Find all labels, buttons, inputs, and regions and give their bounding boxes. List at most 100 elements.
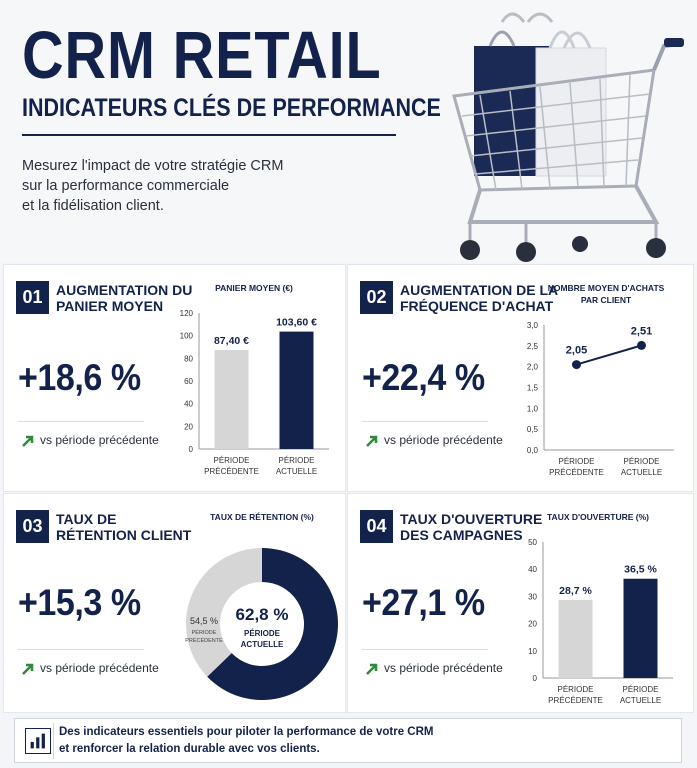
panel-number: 02 (360, 281, 393, 314)
donut-slice-sublabel: PRÉCÉDENTE (185, 637, 223, 644)
kpi-panel-retention: 03 TAUX DE RÉTENTION CLIENT +15,3 % vs p… (3, 493, 346, 713)
comparison-note: vs période précédente (21, 433, 159, 448)
up-arrow-icon (366, 435, 378, 447)
y-tick-label: 50 (528, 538, 537, 547)
y-tick-label: 80 (184, 354, 193, 363)
x-tick-label: ACTUELLE (620, 696, 661, 705)
y-tick-label: 20 (528, 620, 537, 629)
data-label: 28,7 % (559, 585, 592, 597)
kpi-value: +18,6 % (18, 357, 141, 398)
chart-title: PAR CLIENT (581, 295, 632, 305)
bar-chart-icon (25, 728, 51, 754)
chart-title: NOMBRE MOYEN D'ACHATS (548, 283, 665, 293)
data-label: 2,51 (631, 325, 652, 337)
bar (558, 599, 593, 678)
up-arrow-icon (22, 663, 34, 675)
divider (18, 421, 144, 422)
divider (362, 649, 488, 650)
donut-slice-sublabel: PÉRIODE (192, 629, 217, 636)
panel-title: AUGMENTATION DU PANIER MOYEN (56, 282, 193, 314)
y-tick-label: 0,0 (527, 446, 539, 455)
intro-line: et la fidélisation client. (22, 198, 164, 214)
x-tick-label: PÉRIODE (557, 685, 593, 694)
donut-center-label: ACTUELLE (241, 640, 284, 649)
kpi-value: +22,4 % (362, 357, 485, 398)
kpi-panel-basket: 01 AUGMENTATION DU PANIER MOYEN +18,6 % … (3, 264, 346, 492)
panel-title-line: RÉTENTION CLIENT (56, 527, 192, 543)
y-tick-label: 10 (528, 647, 537, 656)
frequency-line-chart: NOMBRE MOYEN D'ACHATS PAR CLIENT 0,0 0,5 1,0… (527, 283, 674, 477)
retention-donut-chart: TAUX DE RÉTENTION (%) 62,8 % PÉRIODE ACTUEL… (185, 512, 338, 700)
comparison-label: vs période précédente (40, 661, 159, 675)
y-tick-label: 2,5 (527, 342, 539, 351)
up-arrow-icon (366, 663, 378, 675)
y-tick-label: 3,0 (527, 321, 539, 330)
comparison-label: vs période précédente (384, 661, 503, 675)
kpi-value: +27,1 % (362, 582, 485, 623)
chart-title: TAUX DE RÉTENTION (%) (210, 512, 314, 522)
y-tick-label: 0 (189, 445, 194, 454)
panel-title: TAUX D'OUVERTURE DES CAMPAGNES (400, 511, 543, 543)
panel-title-line: TAUX D'OUVERTURE (400, 511, 543, 527)
bar (279, 331, 314, 449)
data-label: 36,5 % (624, 564, 657, 576)
bar (214, 349, 249, 449)
header: CRM RETAIL INDICATEURS CLÉS DE PERFORMAN… (0, 0, 697, 262)
chart-title: PANIER MOYEN (€) (215, 283, 293, 293)
panel-number: 04 (360, 510, 393, 543)
panel-title: TAUX DE RÉTENTION CLIENT (56, 511, 192, 543)
chart-title: TAUX D'OUVERTURE (%) (547, 512, 649, 522)
y-tick-label: 2,0 (527, 363, 539, 372)
footer-text: Des indicateurs essentiels pour piloter … (59, 724, 434, 758)
x-tick-label: PÉRIODE (213, 456, 249, 465)
data-point (572, 360, 581, 370)
footer-banner: Des indicateurs essentiels pour piloter … (14, 718, 682, 763)
basket-bar-chart: PANIER MOYEN (€) 0 20 40 60 80 100 120 87,40 € PÉ… (180, 283, 329, 476)
donut-slice-label: 54,5 % (190, 616, 218, 626)
panel-title-line: FRÉQUENCE D'ACHAT (400, 298, 554, 314)
panel-title-line: PANIER MOYEN (56, 298, 164, 314)
donut-slice-previous (186, 548, 262, 677)
y-tick-label: 100 (180, 332, 194, 341)
y-tick-label: 60 (184, 377, 193, 386)
donut-center-label: PÉRIODE (244, 629, 281, 638)
x-tick-label: PRÉCÉDENTE (549, 468, 604, 477)
shopping-cart-icon (452, 12, 684, 262)
kpi-panel-frequency: 02 AUGMENTATION DE LA FRÉQUENCE D'ACHAT … (347, 264, 694, 492)
x-tick-label: PÉRIODE (623, 457, 659, 466)
x-tick-label: PÉRIODE (558, 457, 594, 466)
panel-title-line: TAUX DE (56, 511, 117, 527)
comparison-note: vs période précédente (365, 661, 503, 676)
intro-line: Mesurez l'impact de votre stratégie CRM (22, 158, 284, 174)
donut-slice-current (207, 548, 338, 700)
y-tick-label: 20 (184, 422, 193, 431)
panel-title-line: DES CAMPAGNES (400, 527, 523, 543)
data-label: 87,40 € (214, 335, 249, 347)
y-tick-label: 1,0 (527, 404, 539, 413)
page-title: CRM RETAIL (22, 18, 382, 93)
series-line (576, 344, 642, 366)
panel-title: AUGMENTATION DE LA FRÉQUENCE D'ACHAT (400, 282, 558, 314)
y-tick-label: 40 (184, 400, 193, 409)
x-tick-label: PRÉCÉDENTE (204, 467, 259, 476)
intro-text: Mesurez l'impact de votre stratégie CRM … (22, 156, 312, 216)
kpi-value: +15,3 % (18, 582, 141, 623)
data-point (637, 340, 646, 350)
data-label: 2,05 (566, 345, 587, 357)
donut-center-value: 62,8 % (236, 605, 289, 624)
y-tick-label: 1,5 (527, 384, 539, 393)
up-arrow-icon (22, 435, 34, 447)
y-tick-label: 120 (180, 309, 194, 318)
divider (362, 421, 488, 422)
comparison-label: vs période précédente (384, 433, 503, 447)
panel-title-line: AUGMENTATION DU (56, 282, 193, 298)
x-tick-label: ACTUELLE (621, 468, 662, 477)
title-divider (22, 134, 396, 136)
kpi-panel-open-rate: 04 TAUX D'OUVERTURE DES CAMPAGNES +27,1 … (347, 493, 694, 713)
x-tick-label: ACTUELLE (276, 467, 317, 476)
intro-line: sur la performance commerciale (22, 178, 230, 194)
data-label: 103,60 € (276, 317, 317, 329)
panel-number: 01 (16, 281, 49, 314)
comparison-label: vs période précédente (40, 433, 159, 447)
x-tick-label: PRÉCÉDENTE (548, 696, 603, 705)
